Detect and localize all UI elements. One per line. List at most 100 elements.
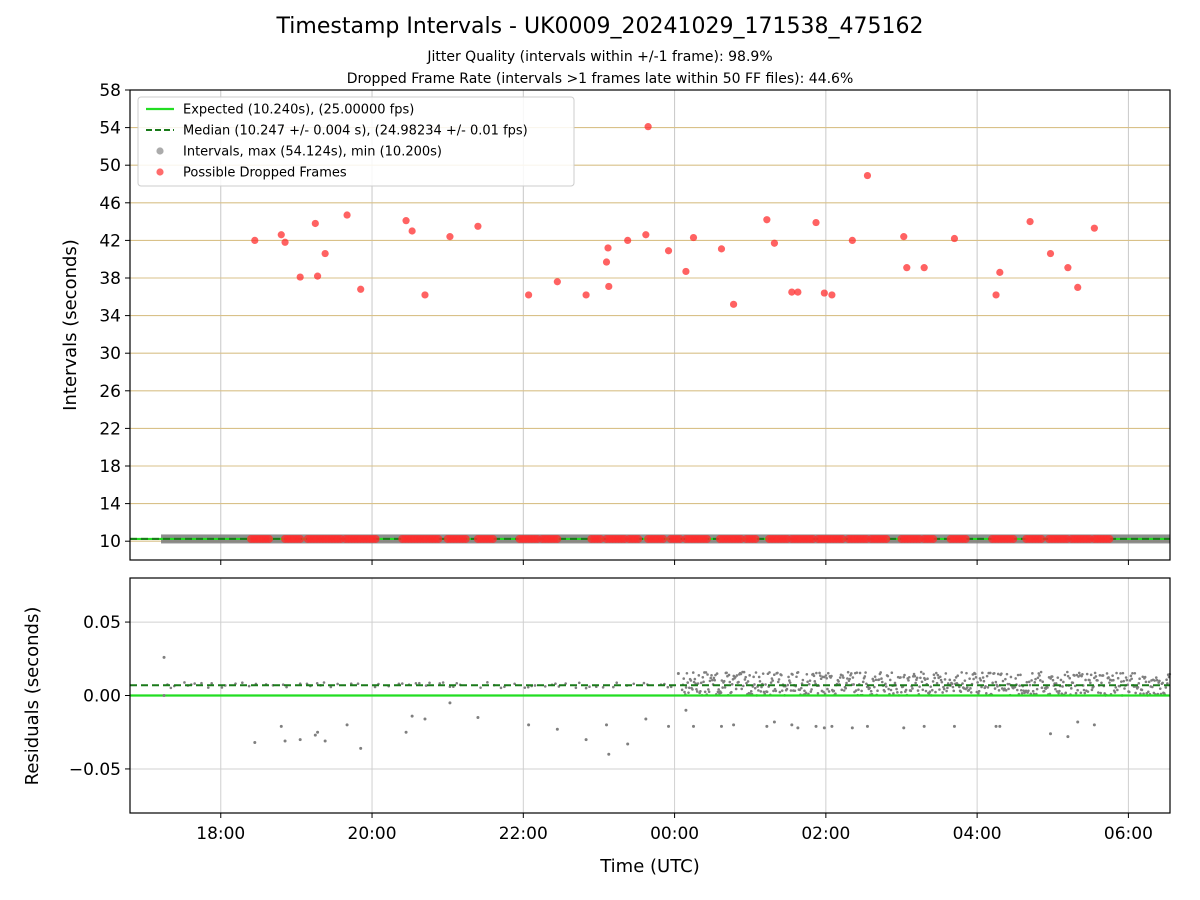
residual-point: [827, 690, 831, 693]
residual-point: [162, 694, 166, 697]
residual-point: [1140, 688, 1144, 692]
dropped-frame-point: [596, 534, 605, 543]
residual-point: [778, 690, 782, 694]
residual-point: [1161, 681, 1164, 685]
residual-point: [985, 674, 989, 678]
legend-entry-label: Intervals, max (54.124s), min (10.200s): [183, 145, 442, 160]
residual-point: [1028, 683, 1032, 687]
residual-point: [689, 679, 693, 682]
residual-point: [1068, 676, 1072, 680]
residual-point: [523, 686, 527, 689]
residual-point: [904, 688, 908, 692]
x-tick-label: 02:00: [801, 824, 850, 844]
residual-point: [927, 692, 931, 695]
residual-point: [1066, 735, 1070, 739]
residual-point: [772, 720, 776, 724]
legend-swatch-marker: [156, 147, 164, 155]
residual-point: [873, 675, 877, 678]
residual-point: [1126, 683, 1129, 687]
dropped-frame-point: [950, 234, 959, 243]
top-plot-frame: [129, 89, 1171, 561]
dropped-frame-point: [812, 218, 820, 227]
residual-point: [774, 689, 778, 693]
residual-point: [846, 677, 849, 680]
top-plot-series: [130, 123, 1170, 544]
residual-point: [911, 687, 914, 690]
dropped-frame-point: [525, 291, 533, 299]
residual-point: [1019, 688, 1023, 692]
residual-point: [686, 681, 690, 684]
residual-point: [313, 733, 317, 737]
dropped-frame-point: [770, 239, 779, 247]
residual-point: [822, 726, 826, 730]
residual-point: [1038, 674, 1041, 677]
residual-point: [1129, 674, 1133, 678]
residual-point: [1099, 691, 1102, 695]
residual-point: [902, 675, 906, 679]
residual-point: [716, 690, 720, 694]
residual-point: [809, 690, 813, 693]
legend-entry-label: Expected (10.240s), (25.00000 fps): [183, 103, 414, 118]
residual-point: [793, 689, 797, 693]
residual-point: [1092, 723, 1096, 727]
residual-point: [356, 682, 360, 686]
residual-point: [1035, 687, 1039, 691]
residual-point: [707, 690, 711, 694]
dropped-frame-point: [281, 238, 289, 246]
residual-point: [1122, 679, 1126, 683]
residual-point: [918, 685, 921, 688]
residual-point: [404, 730, 408, 734]
residual-point: [706, 673, 709, 676]
residual-point: [601, 686, 605, 689]
x-axis-label: Time (UTC): [599, 856, 700, 877]
residual-point: [944, 672, 948, 675]
dropped-frame-point: [408, 227, 416, 235]
residual-point: [1103, 692, 1106, 695]
residual-point: [761, 672, 765, 675]
residual-point: [1127, 690, 1131, 694]
residual-point: [725, 671, 728, 675]
residual-point: [283, 739, 287, 743]
residual-point: [974, 676, 978, 679]
residual-point: [996, 685, 999, 688]
residual-point: [753, 683, 756, 686]
residual-point: [527, 723, 531, 727]
residual-point: [1066, 674, 1070, 678]
residual-point: [684, 686, 688, 689]
residual-point: [938, 688, 941, 691]
residual-point: [929, 685, 933, 688]
residual-point: [1013, 685, 1017, 689]
residual-point: [1027, 689, 1030, 693]
residual-point: [1076, 688, 1079, 692]
residual-point: [695, 687, 698, 691]
residual-point: [842, 676, 845, 679]
residual-point: [744, 675, 747, 679]
residual-point: [976, 681, 979, 684]
top-y-tick-label: 46: [99, 194, 121, 214]
residual-point: [680, 688, 684, 692]
residual-point: [877, 678, 881, 681]
residual-point: [607, 752, 611, 756]
residual-point: [1057, 691, 1060, 695]
residual-point: [1151, 685, 1154, 689]
residual-point: [424, 684, 428, 687]
residual-point: [969, 687, 972, 690]
residual-point: [183, 681, 186, 684]
residual-point: [1128, 679, 1132, 682]
residual-point: [948, 678, 952, 682]
residual-point: [941, 691, 944, 694]
residual-point: [890, 671, 894, 674]
dropped-frame-point: [321, 249, 329, 258]
dropped-frame-point: [371, 534, 380, 543]
dropped-frame-point: [634, 534, 643, 543]
residual-point: [785, 687, 789, 691]
dropped-frame-point: [996, 268, 1004, 276]
residual-point: [1034, 677, 1037, 681]
residual-point: [788, 681, 792, 684]
residual-point: [758, 679, 762, 683]
residual-point: [768, 671, 771, 674]
residual-point: [939, 678, 943, 682]
residual-point: [702, 680, 705, 684]
residual-point: [710, 674, 713, 677]
residual-point: [1033, 681, 1037, 684]
